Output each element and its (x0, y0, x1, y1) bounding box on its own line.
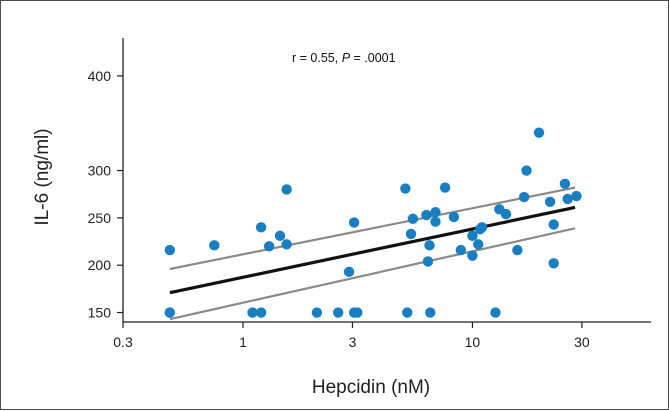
regression-line (169, 205, 576, 295)
data-point (247, 307, 258, 318)
y-tick-label: 400 (88, 68, 112, 84)
data-point (424, 240, 435, 251)
data-point (333, 307, 344, 318)
data-point (439, 182, 451, 193)
data-point (562, 193, 573, 205)
data-point (548, 258, 559, 269)
data-point (559, 178, 571, 189)
data-point (402, 307, 413, 318)
data-point (533, 127, 545, 138)
ci-upper-line (169, 186, 576, 271)
data-point (209, 240, 220, 251)
x-tick-label: 3 (349, 334, 357, 350)
data-point (348, 217, 360, 228)
fit-line-layer (169, 205, 576, 295)
data-point (455, 244, 467, 256)
x-tick-label: 0.3 (113, 334, 133, 350)
data-point (352, 307, 363, 318)
annotation-prefix: r = 0.55, (292, 51, 342, 65)
data-point (343, 266, 355, 278)
data-point (421, 209, 432, 221)
confidence-bands (169, 186, 576, 321)
data-point (473, 239, 484, 250)
data-point (400, 183, 411, 194)
data-point (467, 230, 478, 242)
data-point (521, 165, 532, 176)
x-tick-label: 1 (239, 334, 247, 350)
data-point (274, 230, 286, 242)
data-point (476, 222, 488, 233)
data-point (405, 228, 417, 240)
data-point (430, 216, 441, 227)
annotation-p-label: P (342, 51, 351, 65)
y-tick-label: 250 (88, 210, 112, 226)
data-point (500, 208, 512, 220)
data-point (467, 250, 478, 261)
data-point (281, 239, 292, 250)
data-point (548, 219, 559, 230)
y-tick-label: 150 (88, 305, 112, 321)
correlation-annotation: r = 0.55, P = .0001 (292, 51, 396, 65)
annotation-suffix: = .0001 (350, 51, 396, 65)
data-point (164, 244, 176, 256)
y-tick-label: 200 (88, 257, 112, 273)
data-point (571, 190, 582, 202)
data-point (263, 241, 275, 252)
data-point (281, 184, 292, 195)
data-point (425, 307, 436, 318)
x-tick-label: 10 (465, 334, 481, 350)
axes: 0.3 1 3 10 30 150 200 250 300 400 (88, 38, 651, 350)
y-axis-title: IL-6 (ng/ml) (32, 128, 53, 225)
data-point (311, 307, 323, 318)
x-tick-label: 30 (574, 334, 590, 350)
y-tick-label: 300 (88, 163, 112, 179)
data-point (512, 244, 523, 256)
data-points (164, 127, 582, 318)
data-point (422, 256, 434, 267)
data-point (255, 222, 267, 233)
ci-lower-line (169, 227, 576, 321)
data-point (448, 211, 460, 223)
data-point (490, 307, 501, 318)
data-point (255, 307, 267, 318)
data-point (407, 213, 419, 225)
x-axis-title: Hepcidin (nM) (312, 377, 430, 398)
data-point (164, 307, 176, 318)
data-point (518, 191, 530, 203)
data-point (544, 196, 556, 207)
data-point (430, 206, 441, 218)
